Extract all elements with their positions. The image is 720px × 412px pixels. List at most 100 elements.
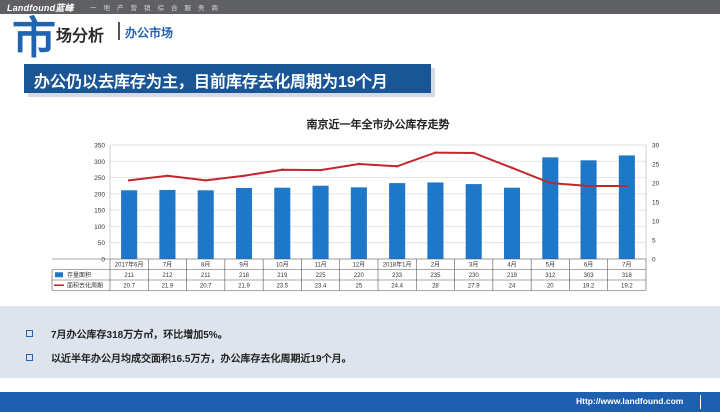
bar-10 [465, 184, 482, 259]
x-tick-label: 2月 [431, 262, 440, 269]
bar-9 [427, 182, 444, 259]
section-subtitle: 办公市场 [125, 26, 174, 40]
y-right-tick-label: 20 [652, 181, 660, 188]
y-left-tick-label: 350 [94, 143, 105, 150]
bar-12 [542, 157, 559, 259]
bar-3 [197, 190, 214, 259]
bar-6 [312, 185, 329, 259]
line-point-14 [625, 184, 629, 188]
x-tick-label: 7月 [622, 262, 631, 269]
y-left-tick-label: 300 [94, 159, 105, 166]
data-label: 20.7 [200, 283, 212, 289]
data-label: 19.2 [583, 283, 595, 289]
line-point-12 [549, 181, 552, 185]
bullet-square-icon [26, 354, 33, 361]
x-tick-label: 7月 [163, 262, 172, 269]
footer-url: Http://www.landfound.com [576, 396, 684, 406]
data-label: 212 [162, 273, 173, 279]
headline-text: 办公仍以去库存为主，目前库存去化周期为19个月 [34, 74, 388, 91]
x-tick-label: 3月 [469, 262, 478, 269]
data-label: 24 [509, 283, 516, 289]
x-tick-label: 5月 [546, 262, 555, 269]
x-tick-label: 12月 [353, 262, 366, 269]
data-label: 28 [432, 283, 439, 289]
data-label: 23.4 [315, 283, 327, 289]
y-right-tick-label: 5 [652, 238, 656, 245]
data-label: 219 [277, 273, 288, 279]
y-left-tick-label: 200 [94, 191, 105, 198]
line-point-9 [434, 151, 437, 154]
line-point-4 [242, 174, 246, 177]
bullet-item-1: 7月办公库存318万方㎡，环比增加5%。 [26, 326, 228, 341]
data-label: 218 [239, 273, 250, 279]
bar-7 [350, 187, 367, 259]
legend-label: 存量面积 [67, 271, 91, 279]
data-label: 303 [584, 273, 595, 279]
data-label: 235 [430, 273, 441, 279]
y-right-tick-label: 15 [652, 200, 660, 207]
line-point-5 [281, 168, 284, 171]
data-label: 318 [622, 273, 633, 279]
bar-1 [121, 190, 138, 259]
bar-5 [274, 187, 291, 259]
data-label: 225 [316, 273, 327, 279]
x-tick-label: 6月 [584, 262, 593, 269]
line-point-3 [204, 179, 207, 182]
data-label: 230 [469, 273, 480, 279]
headline-banner: 办公仍以去库存为主，目前库存去化周期为19个月 [24, 64, 431, 93]
section-divider [118, 22, 120, 40]
y-left-tick-label: 0 [101, 257, 105, 264]
x-tick-label: 8月 [201, 262, 210, 269]
line-point-7 [357, 162, 361, 166]
line-point-11 [510, 166, 514, 169]
line-point-8 [395, 165, 399, 168]
bar-13 [580, 160, 597, 259]
y-left-tick-label: 250 [94, 175, 105, 182]
bullet-text-1: 7月办公库存318万方㎡，环比增加5%。 [51, 330, 228, 341]
x-tick-label: 2018年1月 [383, 261, 412, 269]
footer-bar: Http://www.landfound.com [0, 392, 720, 412]
y-right-tick-label: 10 [652, 219, 660, 226]
top-bar: Landfound蓝峰 一 地 产 营 销 综 合 服 务 商 [0, 0, 720, 14]
data-label: 220 [354, 273, 365, 279]
brand-slogan: 一 地 产 营 销 综 合 服 务 商 [90, 5, 221, 12]
chart-title: 南京近一年全市办公库存走势 [307, 117, 450, 131]
data-label: 20.7 [123, 283, 135, 289]
data-label: 21.9 [238, 283, 250, 289]
line-point-1 [127, 179, 131, 182]
line-point-10 [472, 151, 475, 155]
line-point-2 [166, 174, 169, 177]
bar-2 [159, 189, 176, 259]
footer-divider [700, 395, 701, 409]
y-right-tick-label: 0 [652, 257, 656, 264]
data-label: 211 [124, 273, 134, 279]
bar-11 [503, 187, 521, 259]
data-label: 27.9 [468, 283, 480, 289]
x-tick-label: 2017年6月 [115, 261, 144, 269]
data-label: 21.9 [162, 283, 174, 289]
line-series-path [129, 151, 627, 188]
data-label: 20 [547, 283, 554, 289]
data-label: 312 [545, 273, 556, 279]
data-label: 25 [356, 283, 363, 289]
y-left-tick-label: 150 [94, 208, 105, 215]
x-tick-label: 11月 [314, 262, 326, 269]
legend-swatch-bar [55, 272, 63, 278]
bar-4 [235, 187, 253, 259]
x-tick-label: 9月 [239, 262, 248, 269]
x-tick-label: 4月 [507, 262, 516, 269]
legend-label: 面积去化周期 [67, 281, 103, 289]
data-label: 233 [392, 273, 403, 279]
bullet-panel: 7月办公库存318万方㎡，环比增加5%。 以近半年办公月均成交面积16.5万方，… [0, 306, 720, 378]
data-label: 219 [507, 273, 518, 279]
bar-8 [389, 183, 406, 259]
data-label: 24.4 [391, 283, 403, 289]
brand-logo: Landfound蓝峰 [7, 3, 74, 13]
section-title: 场分析 [56, 28, 105, 45]
y-left-tick-label: 100 [94, 224, 105, 231]
x-tick-label: 10月 [276, 262, 289, 269]
y-left-tick-label: 50 [98, 240, 106, 247]
bullet-text-2: 以近半年办公月均成交面积16.5万方，办公库存去化周期近19个月。 [51, 354, 352, 365]
inventory-chart: 南京近一年全市办公库存走势 0 50 100 150 200 250 300 350 0 5 10 15… [51, 117, 660, 291]
line-point-13 [587, 184, 590, 188]
